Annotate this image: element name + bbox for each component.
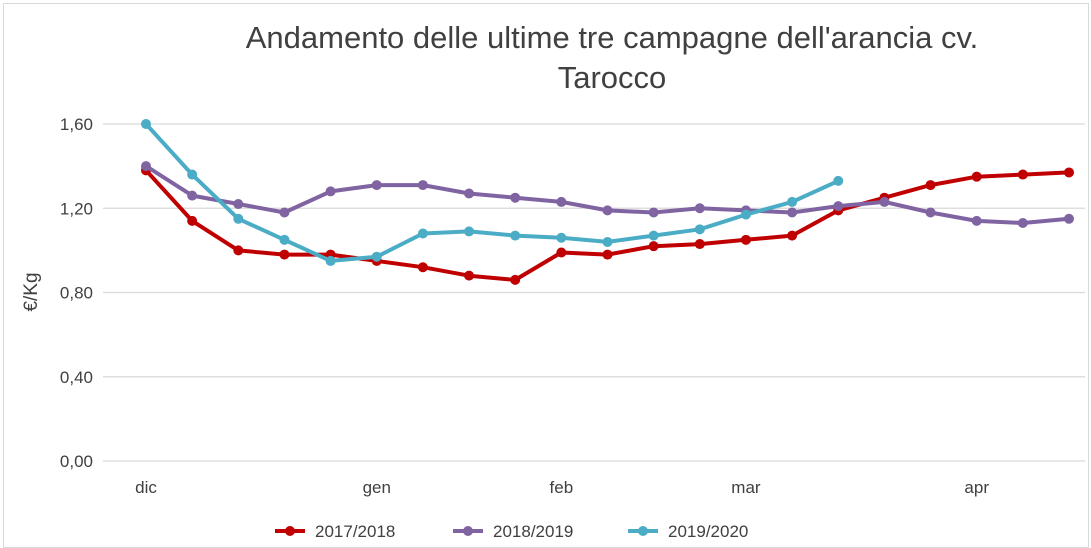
data-point-2019-2020 xyxy=(694,224,705,235)
data-point-2019-2020 xyxy=(141,119,151,129)
legend-swatch-marker xyxy=(463,526,473,536)
data-point-2019-2020 xyxy=(648,230,659,241)
data-point-2017-2018 xyxy=(925,180,936,191)
legend-label: 2017/2018 xyxy=(315,522,395,541)
data-point-2017-2018 xyxy=(464,270,475,281)
data-point-2019-2020 xyxy=(371,251,382,262)
data-point-2019-2020 xyxy=(602,236,613,247)
data-point-2017-2018 xyxy=(417,262,428,273)
data-point-2017-2018 xyxy=(187,215,198,226)
data-point-2018-2019 xyxy=(833,201,844,212)
data-point-2019-2020 xyxy=(556,232,567,243)
data-point-2017-2018 xyxy=(1064,167,1074,178)
data-point-2018-2019 xyxy=(371,180,382,191)
grid-lines xyxy=(103,123,1085,462)
data-point-2018-2019 xyxy=(187,190,198,201)
data-point-2018-2019 xyxy=(1017,217,1028,228)
y-axis-ticks: 0,00 0,40 0,80 1,20 1,60 xyxy=(60,115,93,471)
data-point-2018-2019 xyxy=(1064,213,1074,224)
y-tick-label: 1,60 xyxy=(60,115,93,134)
data-point-2018-2019 xyxy=(694,203,705,214)
data-point-2019-2020 xyxy=(233,213,244,224)
data-point-2019-2020 xyxy=(510,230,521,241)
y-tick-label: 0,80 xyxy=(60,284,93,303)
y-tick-label: 0,40 xyxy=(60,368,93,387)
data-point-2019-2020 xyxy=(740,209,751,220)
data-point-2019-2020 xyxy=(417,228,428,239)
data-point-2018-2019 xyxy=(510,192,521,203)
x-tick-label: mar xyxy=(731,478,761,497)
data-point-2018-2019 xyxy=(787,207,798,218)
data-point-2018-2019 xyxy=(279,207,290,218)
data-point-2017-2018 xyxy=(556,247,567,258)
data-point-2017-2018 xyxy=(740,234,751,245)
x-tick-label: apr xyxy=(964,478,989,497)
y-tick-label: 0,00 xyxy=(60,452,93,471)
data-point-2017-2018 xyxy=(971,171,982,182)
x-tick-label: feb xyxy=(550,478,574,497)
legend-label: 2018/2019 xyxy=(493,522,573,541)
data-point-2018-2019 xyxy=(325,186,336,197)
data-point-2018-2019 xyxy=(971,215,982,226)
chart-title-line-2: Tarocco xyxy=(558,60,667,95)
legend: 2017/2018 2018/2019 2019/2020 xyxy=(275,522,748,541)
data-point-2018-2019 xyxy=(602,205,613,216)
data-point-2019-2020 xyxy=(187,169,198,180)
data-point-2018-2019 xyxy=(417,180,428,191)
x-axis-ticks: dic gen feb mar apr xyxy=(135,478,989,497)
data-point-2017-2018 xyxy=(787,230,798,241)
data-point-2018-2019 xyxy=(233,199,244,210)
data-point-2019-2020 xyxy=(325,255,336,266)
data-point-2019-2020 xyxy=(833,175,844,186)
data-point-2018-2019 xyxy=(556,196,567,207)
data-point-2017-2018 xyxy=(648,241,659,252)
x-tick-label: dic xyxy=(135,478,157,497)
chart-frame xyxy=(3,3,1089,548)
data-point-2019-2020 xyxy=(464,226,475,237)
series-line-2019-2020 xyxy=(144,122,841,263)
data-point-2017-2018 xyxy=(1017,169,1028,180)
legend-swatch-marker xyxy=(285,526,295,536)
data-point-2018-2019 xyxy=(879,196,890,207)
data-point-2017-2018 xyxy=(694,239,705,250)
data-point-2017-2018 xyxy=(279,249,290,260)
y-axis-label: €/Kg xyxy=(21,272,42,311)
series-group xyxy=(141,119,1074,285)
data-point-2018-2019 xyxy=(141,161,151,172)
data-point-2019-2020 xyxy=(787,196,798,207)
x-tick-label: gen xyxy=(363,478,391,497)
data-point-2018-2019 xyxy=(464,188,475,199)
legend-swatch-marker xyxy=(638,526,648,536)
data-point-2018-2019 xyxy=(648,207,659,218)
data-point-2017-2018 xyxy=(510,274,521,285)
data-point-2018-2019 xyxy=(925,207,936,218)
legend-label: 2019/2020 xyxy=(668,522,748,541)
data-point-2017-2018 xyxy=(233,245,244,256)
y-tick-label: 1,20 xyxy=(60,199,93,218)
chart-title-line-1: Andamento delle ultime tre campagne dell… xyxy=(246,20,979,55)
data-point-2019-2020 xyxy=(279,234,290,245)
data-point-2017-2018 xyxy=(602,249,613,260)
